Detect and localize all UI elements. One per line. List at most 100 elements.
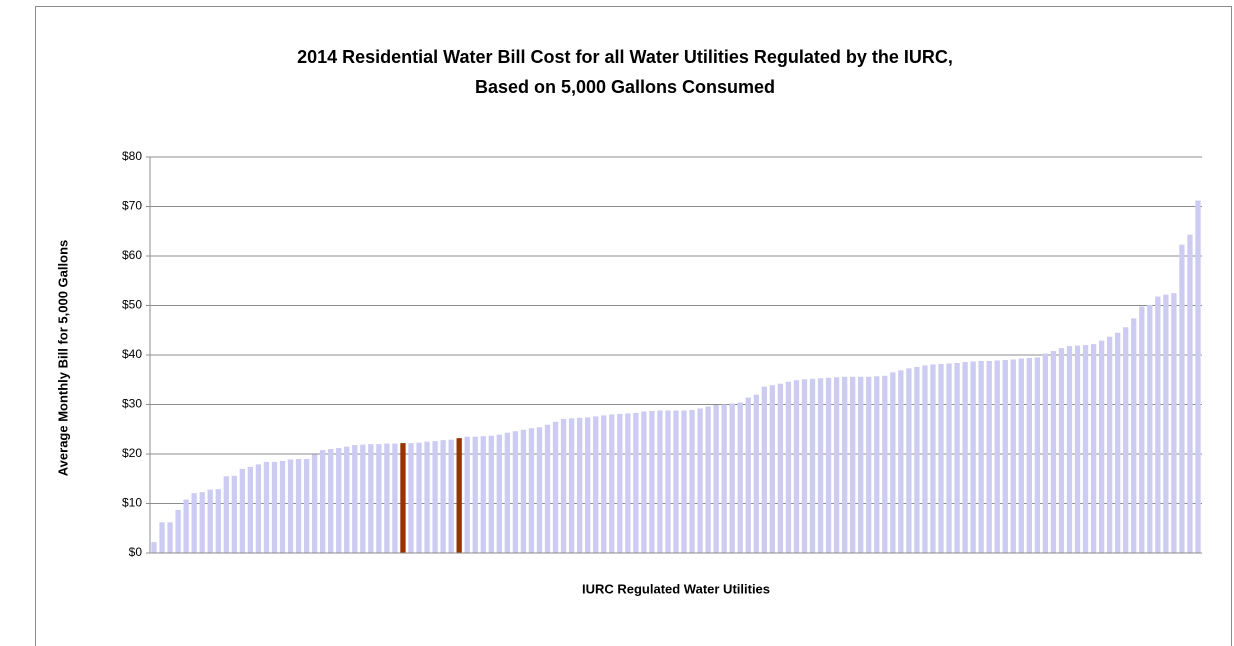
bar <box>1171 293 1177 553</box>
y-tick-label: $40 <box>122 347 142 361</box>
bar <box>601 415 607 553</box>
bar <box>970 361 976 553</box>
bar <box>368 444 374 553</box>
bar <box>593 416 599 553</box>
bar <box>809 378 816 553</box>
bar <box>954 362 960 553</box>
bar <box>665 410 671 553</box>
bar <box>785 381 792 553</box>
y-tick-label: $70 <box>122 199 142 213</box>
bar <box>544 424 551 553</box>
bar <box>384 443 390 553</box>
bar <box>1123 327 1129 553</box>
bar <box>279 460 286 553</box>
bar <box>488 435 494 553</box>
y-axis-title: Average Monthly Bill for 5,000 Gallons <box>55 240 70 476</box>
bar <box>376 444 382 553</box>
bar <box>882 375 888 553</box>
y-tick-label: $50 <box>122 298 142 312</box>
bar <box>159 522 165 553</box>
bar <box>360 444 366 553</box>
bar <box>263 461 270 553</box>
bar <box>352 445 358 553</box>
bar <box>392 443 398 553</box>
bar <box>769 385 776 553</box>
bar <box>922 365 928 553</box>
bar <box>191 493 197 553</box>
bar <box>681 410 687 553</box>
bar <box>1074 345 1081 553</box>
bar <box>761 386 767 553</box>
bar <box>344 446 350 553</box>
bar <box>801 379 808 553</box>
bar <box>167 522 173 553</box>
bar <box>247 466 254 553</box>
bar <box>673 410 679 553</box>
bar <box>271 461 278 553</box>
bar <box>649 410 655 553</box>
bar <box>183 499 189 553</box>
bar <box>713 404 719 553</box>
bar <box>255 464 262 553</box>
bar <box>536 427 543 553</box>
bar <box>464 436 470 553</box>
bar <box>585 417 591 553</box>
bar <box>825 377 832 553</box>
bar <box>552 421 559 553</box>
x-axis-title: IURC Regulated Water Utilities <box>582 581 770 596</box>
bar <box>737 402 743 553</box>
bar <box>1187 234 1193 553</box>
bar <box>841 376 848 553</box>
bar <box>1106 336 1113 553</box>
bar <box>448 439 454 553</box>
bar <box>1098 340 1105 553</box>
bar <box>729 403 735 553</box>
bar <box>1018 358 1024 553</box>
bar <box>560 418 567 553</box>
bar <box>1002 359 1008 553</box>
bar <box>456 438 462 553</box>
chart-frame <box>35 6 1232 646</box>
bar <box>930 364 936 553</box>
bar <box>641 411 647 553</box>
bar <box>914 366 920 553</box>
chart-title: Based on 5,000 Gallons Consumed <box>475 77 775 97</box>
bar <box>609 414 615 553</box>
bar <box>512 431 519 553</box>
bar <box>223 476 229 553</box>
bar <box>424 441 430 553</box>
bar <box>745 397 751 553</box>
bar <box>817 378 824 553</box>
bar <box>328 449 334 553</box>
bar <box>946 363 952 553</box>
bar <box>1179 244 1185 554</box>
bar <box>938 363 944 553</box>
bar <box>1131 318 1137 553</box>
bar <box>657 410 663 553</box>
bar <box>303 458 310 553</box>
bar <box>994 360 1000 553</box>
bar <box>962 361 968 553</box>
bar <box>472 436 478 553</box>
bar <box>777 383 784 553</box>
bar <box>617 413 623 553</box>
bar <box>898 370 904 553</box>
bar <box>625 413 631 553</box>
bar <box>311 454 318 553</box>
bar <box>721 404 727 553</box>
y-tick-label: $20 <box>122 446 142 460</box>
bar <box>1163 294 1169 553</box>
bar <box>689 409 695 553</box>
bar <box>504 432 511 553</box>
bar <box>1042 353 1049 553</box>
y-tick-label: $60 <box>122 248 142 262</box>
bar <box>978 360 984 553</box>
bar <box>1034 357 1041 553</box>
bar <box>874 376 880 553</box>
bar <box>416 442 422 553</box>
bar <box>1050 351 1057 553</box>
bar <box>1082 345 1089 553</box>
bar <box>400 443 406 553</box>
